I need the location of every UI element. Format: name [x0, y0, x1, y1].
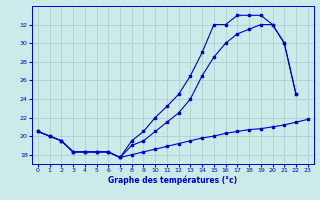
X-axis label: Graphe des températures (°c): Graphe des températures (°c)	[108, 176, 237, 185]
